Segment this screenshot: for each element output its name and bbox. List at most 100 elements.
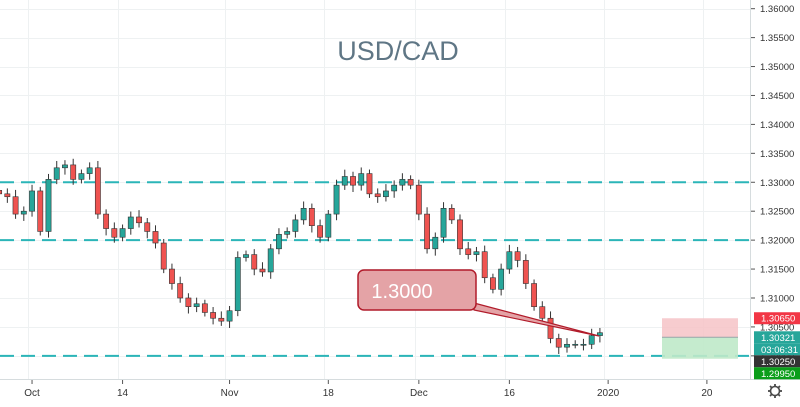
candle-body [20, 210, 27, 215]
candle-body [185, 297, 192, 307]
candle-body [399, 179, 406, 186]
candle-body [0, 190, 3, 195]
price-label-text: 1.30250 [761, 357, 795, 368]
y-tick-label: 1.34000 [760, 120, 794, 131]
price-label-text: 1.30321 [761, 333, 795, 344]
candle-body [267, 248, 274, 273]
candle-body [152, 231, 159, 244]
y-tick-label: 1.33000 [760, 178, 794, 189]
y-tick-label: 1.34500 [760, 91, 794, 102]
stop-loss-zone [662, 318, 738, 338]
price-label-text: 03:06:31 [761, 345, 798, 356]
candle-body [448, 208, 455, 221]
price-label-box [754, 343, 800, 356]
x-tick-label: 2020 [597, 388, 620, 399]
candle-body [62, 164, 68, 169]
candle-body [547, 317, 554, 339]
x-tick-label: 18 [323, 388, 335, 399]
candle-body [276, 234, 282, 250]
time-axis[interactable]: Oct 14 Nov 18 Dec 16 2020 20 [24, 380, 713, 399]
price-label-box [754, 331, 800, 344]
candle-body [308, 208, 315, 226]
price-label-text: 1.29950 [761, 369, 795, 380]
candle-body [415, 184, 422, 215]
candle-body [383, 190, 389, 198]
position-tool[interactable] [662, 318, 738, 359]
callout-label: 1.3000 [371, 281, 432, 303]
candle-body [440, 208, 447, 238]
price-label-box [754, 367, 800, 380]
candle-body [473, 251, 480, 255]
candle-body [144, 222, 151, 232]
y-tick-label: 1.35000 [760, 62, 794, 73]
candle-body [506, 251, 513, 270]
candle-body [341, 176, 348, 186]
candle-body [596, 332, 603, 336]
y-tick-label: 1.30500 [760, 322, 794, 333]
candle-body [572, 343, 579, 346]
settings-gear-icon[interactable] [768, 384, 782, 398]
candle-body [333, 184, 340, 215]
candle-body [489, 277, 496, 290]
candle-body [70, 164, 77, 180]
candle-body [29, 190, 35, 212]
x-tick-label: Oct [24, 388, 40, 399]
y-tick-label: 1.33500 [760, 149, 794, 160]
candle-body [243, 254, 249, 258]
candle-body [37, 190, 44, 232]
candle-body [136, 216, 142, 224]
y-tick-label: 1.35500 [760, 33, 794, 44]
chart-title: USD/CAD [337, 36, 459, 66]
candle-body [201, 303, 208, 313]
candle-body [300, 208, 307, 221]
candle-body [119, 228, 126, 238]
candle-body [424, 213, 430, 250]
price-label-box [754, 312, 800, 325]
candle-body [86, 167, 93, 174]
candle-body [432, 236, 439, 250]
candle-body [391, 184, 398, 192]
candle-body [53, 167, 60, 180]
candle-body [522, 260, 529, 284]
x-tick-label: 16 [504, 388, 516, 399]
y-tick-label: 1.32000 [760, 236, 794, 247]
x-tick-label: 14 [117, 388, 129, 399]
candle-body [103, 213, 110, 229]
candle-body [555, 338, 562, 348]
x-tick-label: 20 [701, 388, 713, 399]
candle-body [350, 176, 356, 186]
candle-body [539, 306, 546, 319]
candle-body [358, 173, 365, 186]
candle-body [465, 248, 472, 255]
candle-body [407, 179, 414, 186]
y-tick-label: 1.32500 [760, 207, 794, 218]
candle-body [580, 343, 587, 346]
candle-body [160, 242, 167, 270]
price-callout[interactable]: 1.3000 [357, 269, 600, 337]
candle-body [226, 310, 233, 322]
candle-body [234, 257, 241, 312]
candle-body [127, 216, 134, 229]
candle-body [498, 268, 505, 290]
candle-body [111, 228, 118, 238]
candle-body [169, 268, 175, 284]
candle-body [78, 173, 85, 180]
candle-body [4, 193, 11, 198]
y-tick-label: 1.31500 [760, 265, 794, 276]
candle-body [12, 196, 19, 215]
x-tick-label: Nov [221, 388, 239, 399]
y-tick-label: 1.31000 [760, 293, 794, 304]
candle-body [94, 167, 101, 215]
price-label-box [754, 355, 800, 368]
take-profit-zone [662, 337, 738, 359]
candle-body [325, 213, 332, 238]
grid [0, 0, 750, 379]
candle-body [366, 173, 373, 195]
candle-body [457, 219, 463, 250]
candle-body [374, 193, 381, 198]
candle-body [481, 251, 488, 279]
price-axis[interactable]: 1.36000 1.35500 1.35000 1.34500 1.34000 1.335… [751, 4, 794, 362]
